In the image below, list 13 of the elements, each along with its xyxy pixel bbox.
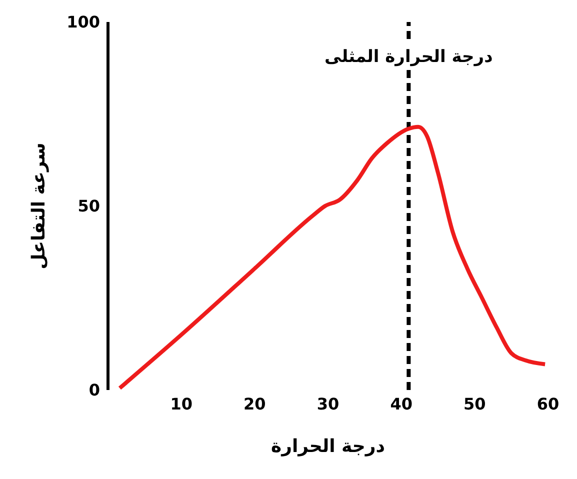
line-series — [118, 124, 548, 390]
x-tick-label: 60 — [536, 394, 560, 414]
ref-line-label: درجة الحرارة المثلى — [324, 47, 494, 67]
x-tick-label: 30 — [316, 394, 340, 414]
x-axis-title: درجة الحرارة — [270, 436, 386, 457]
y-tick-label: 50 — [78, 196, 100, 216]
y-tick-label: 0 — [88, 380, 100, 400]
y-tick-label: 100 — [66, 12, 100, 32]
x-tick-label: 40 — [390, 394, 412, 414]
x-tick-label: 20 — [244, 394, 266, 414]
x-tick-label: 10 — [170, 394, 192, 414]
y-axis-title: سرعة التفاعل — [28, 142, 50, 270]
x-tick-label: 50 — [464, 394, 486, 414]
